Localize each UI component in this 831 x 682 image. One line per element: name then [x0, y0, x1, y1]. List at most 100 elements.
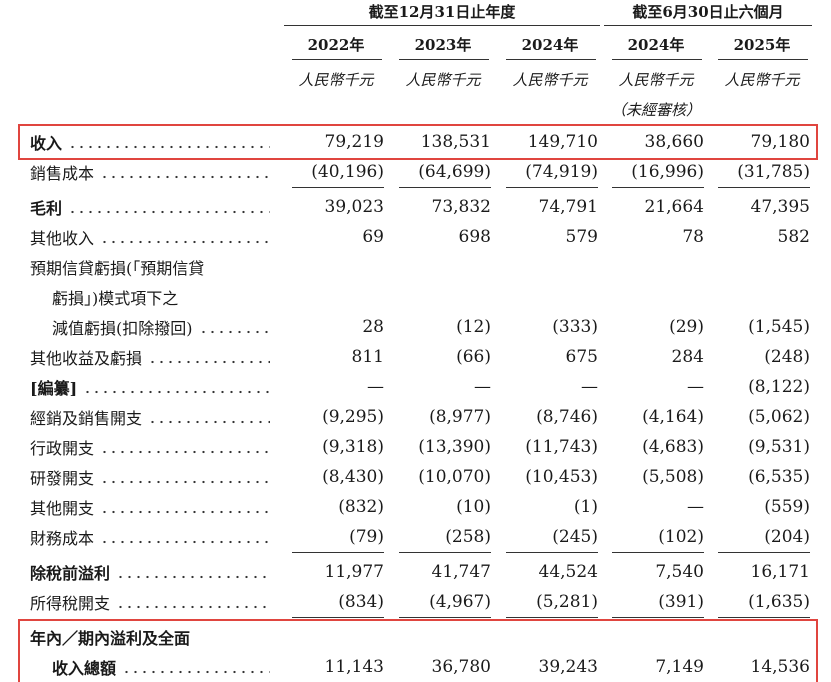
cell-value: (10,070): [418, 467, 491, 487]
cell-value: 11,143: [324, 657, 384, 677]
cell-value: (834): [338, 592, 384, 612]
cell-value: (5,062): [748, 407, 810, 427]
cell-value: (832): [338, 497, 384, 517]
cell-value: 675: [565, 347, 598, 367]
label-text: 除稅前溢利: [30, 564, 111, 583]
cell-value: —: [687, 497, 704, 517]
leader-dots: [198, 330, 270, 334]
leader-dots: [122, 670, 270, 674]
cell-value: (66): [456, 347, 491, 367]
sum-rule: [506, 187, 598, 188]
cell-value: (11,743): [525, 437, 598, 457]
unit-header: 人民幣千元: [724, 71, 800, 89]
cell-value: (1,635): [748, 592, 810, 612]
label-text: 財務成本: [30, 529, 95, 548]
cell-value: (258): [445, 527, 491, 547]
cell-value: (8,430): [322, 467, 384, 487]
cell-value: (16,996): [631, 162, 704, 182]
cell-value: (9,318): [322, 437, 384, 457]
label-text: 虧損」)模式項下之: [52, 289, 179, 308]
leader-dots: [116, 575, 270, 579]
sum-rule: [612, 552, 704, 553]
cell-value: (559): [764, 497, 810, 517]
leader-dots: [148, 420, 270, 424]
cell-value: 39,243: [538, 657, 598, 677]
row-label: 銷售成本: [30, 162, 270, 183]
cell-value: (9,531): [748, 437, 810, 457]
label-text: 年內／期內溢利及全面: [30, 629, 191, 648]
cell-value: (391): [658, 592, 704, 612]
cell-value: (64,699): [418, 162, 491, 182]
cell-value: (74,919): [525, 162, 598, 182]
leader-dots: [100, 480, 270, 484]
cell-value: —: [367, 377, 384, 397]
cell-value: (248): [764, 347, 810, 367]
year-rule: [399, 59, 489, 60]
sum-rule: [718, 187, 810, 188]
label-text: [編纂]: [30, 379, 78, 398]
sum-rule: [292, 552, 384, 553]
cell-value: 138,531: [420, 132, 491, 152]
cell-value: 28: [362, 317, 384, 337]
sum-rule: [506, 552, 598, 553]
row-label: 經銷及銷售開支: [30, 407, 270, 428]
cell-value: (79): [349, 527, 384, 547]
cell-value: 73,832: [431, 197, 491, 217]
unit-header: 人民幣千元: [405, 71, 481, 89]
row-label: 其他收入: [30, 227, 270, 248]
note-header: （未經審核）: [610, 101, 701, 119]
cell-value: (6,535): [748, 467, 810, 487]
row-label: 其他開支: [30, 497, 270, 518]
sum-rule: [399, 187, 491, 188]
year-header: 2022年: [307, 36, 365, 54]
year-header: 2024年: [627, 36, 685, 54]
cell-value: (204): [764, 527, 810, 547]
label-text: 其他收益及虧損: [30, 349, 143, 368]
row-label: 預期信貸虧損(「預期信貸: [30, 257, 270, 278]
cell-value: (8,746): [536, 407, 598, 427]
leader-dots: [100, 540, 270, 544]
cell-value: (8,122): [748, 377, 810, 397]
cell-value: 78: [682, 227, 704, 247]
sum-rule: [506, 617, 598, 618]
highlight-box: [18, 619, 818, 682]
row-label: 年內／期內溢利及全面: [30, 627, 270, 648]
cell-value: 811: [351, 347, 384, 367]
unit-header: 人民幣千元: [512, 71, 588, 89]
row-label: 減值虧損(扣除撥回): [30, 317, 270, 338]
cell-value: (1): [573, 497, 598, 517]
cell-value: 38,660: [644, 132, 704, 152]
cell-value: 284: [671, 347, 704, 367]
label-text: 其他收入: [30, 229, 95, 248]
cell-value: (29): [669, 317, 704, 337]
leader-dots: [100, 175, 270, 179]
row-label: 收入: [30, 132, 270, 153]
row-label: 除稅前溢利: [30, 562, 270, 583]
label-text: 所得稅開支: [30, 594, 111, 613]
label-text: 研發開支: [30, 469, 95, 488]
cell-value: 7,540: [655, 562, 704, 582]
cell-value: 74,791: [538, 197, 598, 217]
cell-value: —: [581, 377, 598, 397]
row-label: 研發開支: [30, 467, 270, 488]
cell-value: (4,164): [642, 407, 704, 427]
cell-value: (10): [456, 497, 491, 517]
cell-value: (4,967): [429, 592, 491, 612]
label-text: 收入: [30, 134, 63, 153]
sum-rule: [292, 187, 384, 188]
label-text: 減值虧損(扣除撥回): [52, 319, 193, 338]
sum-rule: [292, 617, 384, 618]
row-label: 其他收益及虧損: [30, 347, 270, 368]
cell-value: 39,023: [324, 197, 384, 217]
cell-value: 582: [777, 227, 810, 247]
row-label: 財務成本: [30, 527, 270, 548]
row-label: 行政開支: [30, 437, 270, 458]
cell-value: 47,395: [750, 197, 810, 217]
year-header: 2023年: [414, 36, 472, 54]
cell-value: 7,149: [655, 657, 704, 677]
label-text: 經銷及銷售開支: [30, 409, 143, 428]
cell-value: 14,536: [750, 657, 810, 677]
label-text: 其他開支: [30, 499, 95, 518]
cell-value: 698: [458, 227, 491, 247]
group-rule: [284, 25, 600, 26]
